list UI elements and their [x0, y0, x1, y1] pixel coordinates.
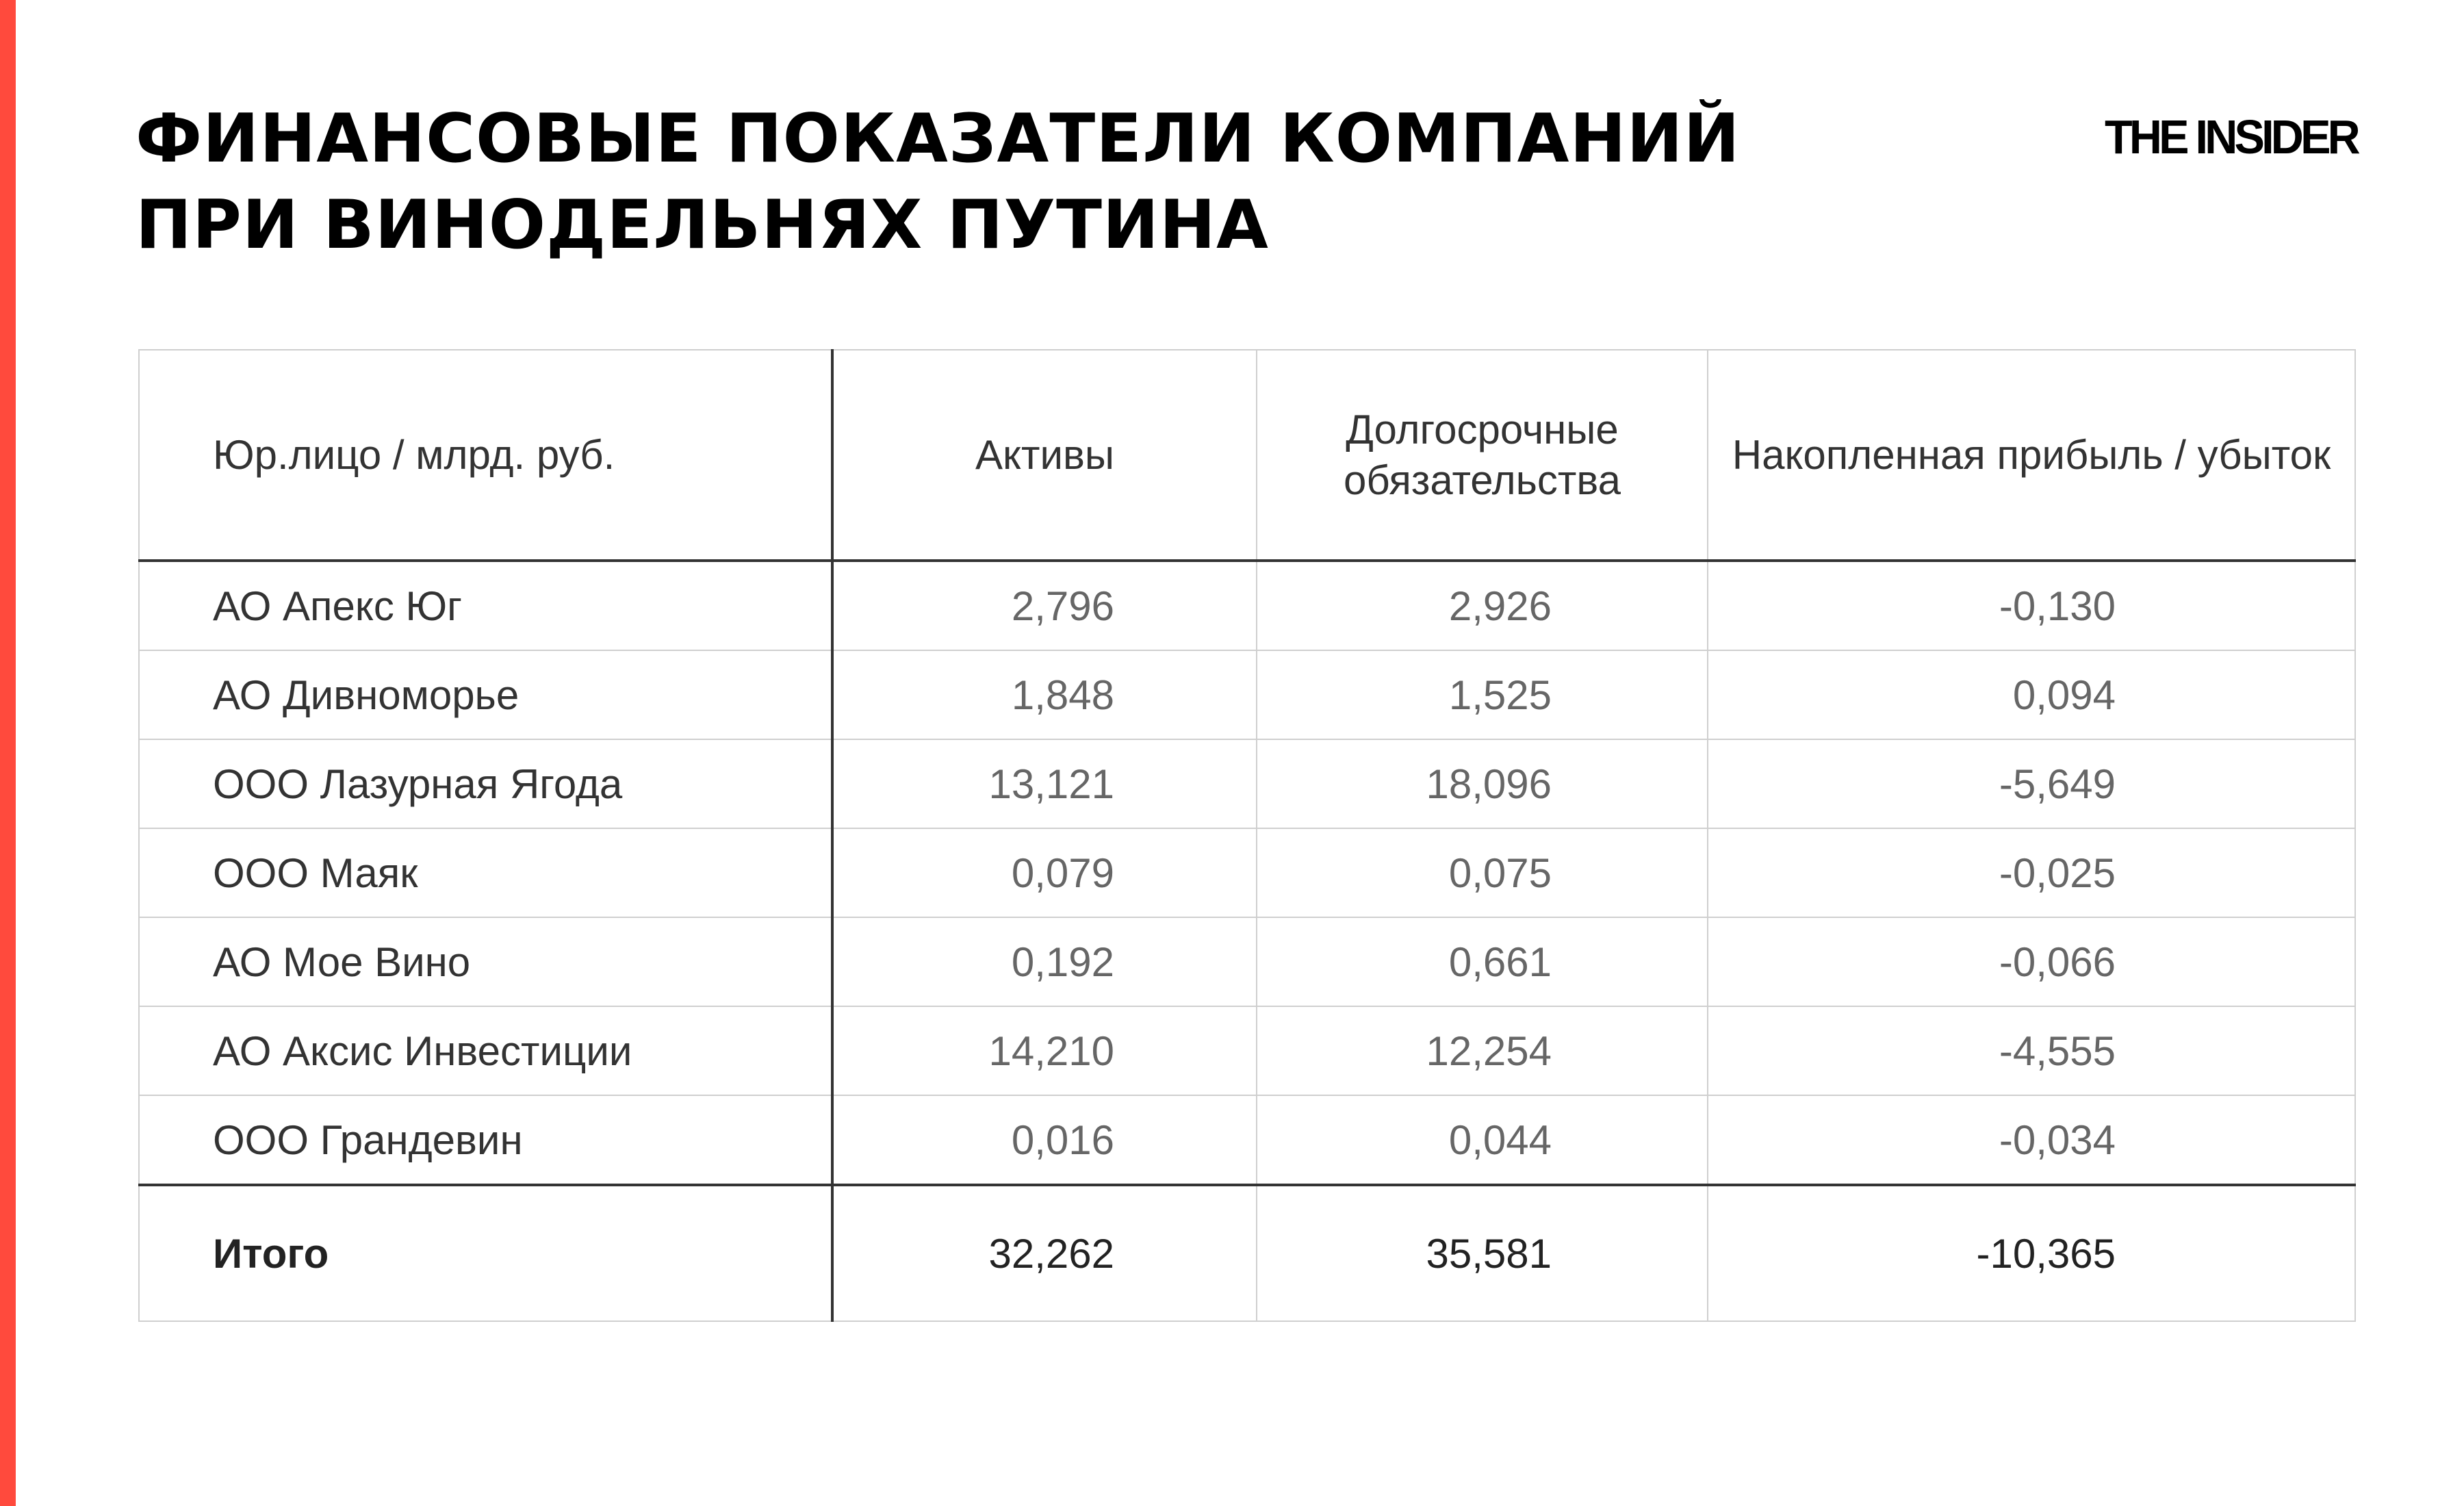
table-row: АО Дивноморье 1,848 1,525 0,094 [138, 650, 2356, 740]
total-liabilities: 35,581 [1256, 1184, 1708, 1322]
liabilities-value: 1,525 [1256, 650, 1708, 740]
liabilities-value: 2,926 [1256, 560, 1708, 651]
entity-name: АО Аксис Инвестиции [138, 1006, 834, 1096]
header-liabilities: Долгосрочные обязательства [1256, 349, 1708, 562]
liabilities-value: 0,044 [1256, 1095, 1708, 1186]
profit-value: -0,066 [1707, 917, 2356, 1007]
entity-name: АО Апекс Юг [138, 560, 834, 651]
entity-name: АО Дивноморье [138, 650, 834, 740]
table-total-row: Итого 32,262 35,581 -10,365 [138, 1184, 2356, 1322]
liabilities-value: 18,096 [1256, 739, 1708, 829]
table-row: ООО Грандевин 0,016 0,044 -0,034 [138, 1095, 2356, 1186]
assets-value: 0,016 [832, 1095, 1257, 1186]
financials-table: Юр.лицо / млрд. руб. Активы Долгосрочные… [138, 349, 2356, 1322]
total-assets: 32,262 [832, 1184, 1257, 1322]
table-row: АО Апекс Юг 2,796 2,926 -0,130 [138, 560, 2356, 651]
liabilities-value: 0,075 [1256, 828, 1708, 918]
assets-value: 13,121 [832, 739, 1257, 829]
profit-value: -0,130 [1707, 560, 2356, 651]
liabilities-value: 12,254 [1256, 1006, 1708, 1096]
table-row: АО Аксис Инвестиции 14,210 12,254 -4,555 [138, 1006, 2356, 1096]
title-line-1: ФИНАНСОВЫЕ ПОКАЗАТЕЛИ КОМПАНИЙ [136, 100, 1741, 178]
table-header-row: Юр.лицо / млрд. руб. Активы Долгосрочные… [138, 349, 2356, 562]
table-row: ООО Маяк 0,079 0,075 -0,025 [138, 828, 2356, 918]
assets-value: 0,192 [832, 917, 1257, 1007]
entity-name: ООО Грандевин [138, 1095, 834, 1186]
assets-value: 0,079 [832, 828, 1257, 918]
title-line-2: ПРИ ВИНОДЕЛЬНЯХ ПУТИНА [136, 186, 1269, 264]
profit-value: -0,025 [1707, 828, 2356, 918]
profit-value: -4,555 [1707, 1006, 2356, 1096]
profit-value: -5,649 [1707, 739, 2356, 829]
total-profit: -10,365 [1707, 1184, 2356, 1322]
page-title: ФИНАНСОВЫЕ ПОКАЗАТЕЛИ КОМПАНИЙ ПРИ ВИНОД… [136, 96, 1741, 268]
profit-value: -0,034 [1707, 1095, 2356, 1186]
profit-value: 0,094 [1707, 650, 2356, 740]
entity-name: ООО Лазурная Ягода [138, 739, 834, 829]
assets-value: 1,848 [832, 650, 1257, 740]
entity-name: ООО Маяк [138, 828, 834, 918]
entity-name: АО Мое Вино [138, 917, 834, 1007]
accent-bar [0, 0, 16, 1506]
header-profit: Накопленная прибыль / убыток [1707, 349, 2356, 562]
table-row: ООО Лазурная Ягода 13,121 18,096 -5,649 [138, 739, 2356, 829]
assets-value: 2,796 [832, 560, 1257, 651]
total-label: Итого [138, 1184, 834, 1322]
assets-value: 14,210 [832, 1006, 1257, 1096]
header-entity: Юр.лицо / млрд. руб. [138, 349, 834, 562]
the-insider-logo: THE INSIDER [2105, 110, 2361, 164]
header-assets: Активы [832, 349, 1257, 562]
table-row: АО Мое Вино 0,192 0,661 -0,066 [138, 917, 2356, 1007]
liabilities-value: 0,661 [1256, 917, 1708, 1007]
